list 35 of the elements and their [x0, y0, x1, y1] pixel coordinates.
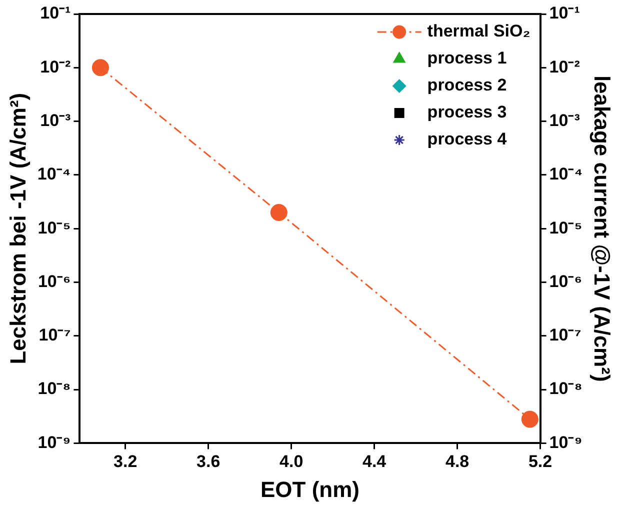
x-tick-label: 3.6 — [196, 452, 220, 472]
x-tick-label: 5.2 — [528, 452, 552, 472]
y-tick-label: 10⁻⁸ — [38, 379, 71, 398]
y-tick-label: 10⁻³ — [40, 110, 72, 130]
y2-axis-title: leakage current @-1V (A/cm²) — [590, 75, 615, 382]
y-axis-title: Leckstrom bei -1V (A/cm²) — [5, 92, 30, 364]
legend-label: process 3 — [427, 102, 507, 122]
text: 10⁻⁶ — [549, 272, 582, 291]
point — [92, 59, 109, 76]
legend-label: process 1 — [427, 48, 507, 68]
text: 10⁻⁸ — [549, 379, 582, 398]
text: 10⁻⁵ — [549, 218, 582, 238]
x-tick-label: 3.2 — [114, 452, 138, 472]
y-tick-label: 10⁻⁴ — [37, 164, 71, 184]
point — [270, 204, 288, 221]
y-tick-label: 10⁻⁵ — [38, 218, 71, 238]
x-tick-label: 4.8 — [445, 452, 470, 472]
y-tick-label: 10⁻⁷ — [38, 326, 71, 345]
text: 10⁻³ — [549, 110, 580, 130]
text: 10⁻⁷ — [549, 326, 582, 345]
text: 10⁻⁴ — [549, 164, 583, 184]
legend-label: process 2 — [427, 76, 507, 95]
x-axis-title: EOT (nm) — [260, 476, 360, 502]
y-tick-label: 10⁻² — [40, 57, 72, 76]
legend-label: thermal SiO₂ — [427, 22, 530, 41]
x-tick-label: 4.4 — [362, 452, 387, 472]
text: 10⁻¹ — [549, 4, 580, 23]
y-tick-label: 10⁻¹ — [40, 4, 72, 23]
y-tick-label: 10⁻⁹ — [38, 432, 71, 452]
y-tick-label: 10⁻⁶ — [38, 272, 71, 291]
text: 10⁻⁹ — [549, 432, 582, 452]
legend-label: process 4 — [427, 130, 508, 149]
x-tick-label: 4.0 — [280, 452, 304, 472]
text: 10⁻² — [549, 57, 580, 76]
point — [521, 410, 538, 428]
